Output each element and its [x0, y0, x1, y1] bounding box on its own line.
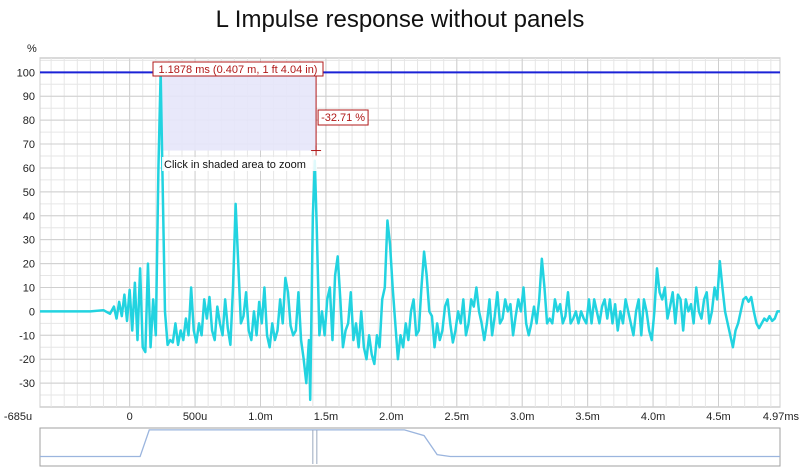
y-tick-label: 70	[23, 139, 35, 151]
cursor-annotation-layer: 1.1878 ms (0.407 m, 1 ft 4.04 in) -32.71 …	[152, 61, 369, 171]
y-axis-label: %	[27, 43, 37, 55]
zoom-shaded-area-layer	[160, 72, 317, 151]
y-tick-label: 80	[23, 115, 35, 127]
x-delta-label-box	[152, 61, 324, 77]
overview-frame	[39, 427, 781, 467]
chart-title: L Impulse response without panels	[215, 6, 585, 33]
zoom-hint-text: Click in shaded area to zoom	[164, 159, 306, 171]
x-tick-label: 2.0m	[379, 411, 403, 423]
zoom-hint-bg	[162, 157, 317, 171]
overview-envelope-line	[40, 429, 780, 458]
x-tick-label: 2.5m	[445, 411, 469, 423]
x-tick-label: 0	[127, 411, 133, 423]
x-tick-label: 3.0m	[510, 411, 534, 423]
axis-labels-layer: -30 -20 -10 0 10 20 30 40 50 60 70 80 90 100 -685u 0 500…	[4, 43, 800, 423]
x-tick-label: 500u	[183, 411, 207, 423]
x-tick-label: 3.5m	[575, 411, 599, 423]
y-tick-label: 60	[23, 163, 35, 175]
y-tick-label: 20	[23, 259, 35, 271]
x-tick-label: -685u	[4, 411, 32, 423]
y-delta-label: -32.71 %	[321, 112, 365, 124]
x-tick-label: 4.97ms	[763, 411, 800, 423]
y-delta-label-box	[317, 109, 369, 126]
y-tick-label: 50	[23, 187, 35, 199]
y-tick-label: 100	[17, 67, 35, 79]
y-tick-label: 0	[29, 306, 35, 318]
y-tick-label: -30	[19, 378, 35, 390]
y-tick-label: 40	[23, 211, 35, 223]
x-tick-label: 1.5m	[314, 411, 338, 423]
series-layer	[40, 71, 780, 402]
x-tick-label: 4.5m	[706, 411, 730, 423]
y-tick-label: -20	[19, 354, 35, 366]
x-tick-label: 4.0m	[641, 411, 665, 423]
y-tick-label: 90	[23, 91, 35, 103]
impulse-series-line	[40, 71, 780, 402]
y-tick-label: 30	[23, 235, 35, 247]
x-tick-label: 1.0m	[248, 411, 272, 423]
x-delta-label: 1.1878 ms (0.407 m, 1 ft 4.04 in)	[159, 64, 318, 76]
zoom-shaded-area	[160, 72, 317, 151]
y-tick-label: -10	[19, 330, 35, 342]
y-tick-label: 10	[23, 282, 35, 294]
